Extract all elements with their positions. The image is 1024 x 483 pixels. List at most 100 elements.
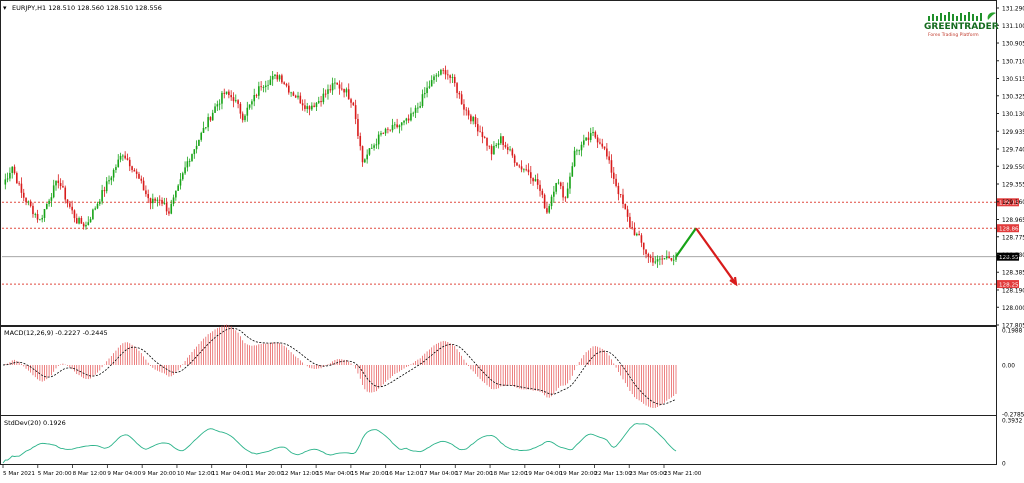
candle-body xyxy=(313,105,315,107)
price-level-tag xyxy=(997,224,1019,233)
candle-body xyxy=(223,92,226,94)
time-tick-label: 11 Mar 04:00 xyxy=(212,471,250,477)
stddev-title: StdDev(20) 0.1926 xyxy=(4,419,66,427)
candle-body xyxy=(456,83,458,93)
candle-body xyxy=(672,259,675,261)
candle-body xyxy=(264,85,267,88)
candle-body xyxy=(527,169,530,173)
main-pane-border xyxy=(0,0,997,326)
candle-body xyxy=(66,199,69,204)
candle-body xyxy=(108,180,110,182)
candle-body xyxy=(267,84,269,86)
time-tick-label: 12 Mar 12:00 xyxy=(281,471,319,477)
time-tick-label: 22 Mar 13:00 xyxy=(594,471,632,477)
candle-body xyxy=(366,154,368,160)
candle-body xyxy=(453,76,456,84)
candle-body xyxy=(659,258,661,260)
candle-body xyxy=(287,85,290,93)
candle-body xyxy=(573,150,576,167)
candle-body xyxy=(382,133,385,134)
candle-body xyxy=(200,132,203,140)
candle-body xyxy=(336,82,339,85)
stddev-pane-border xyxy=(0,415,997,465)
macd-tick-label: 0.00 xyxy=(1002,363,1015,369)
candle-body xyxy=(447,74,449,76)
candle-body xyxy=(327,89,329,94)
candle-body xyxy=(191,154,193,162)
candle-body xyxy=(391,124,394,131)
candle-body xyxy=(405,118,408,121)
time-axis: 5 Mar 2021 5 Mar 20:00 8 Mar 12:00 9 Mar 04… xyxy=(2,465,702,477)
candle-body xyxy=(451,76,454,78)
candle-body xyxy=(410,113,412,121)
candle-body xyxy=(94,208,96,210)
price-tick-label: 131.100 xyxy=(1002,24,1024,30)
candle-body xyxy=(230,95,232,98)
candle-body xyxy=(55,180,57,186)
candle-body xyxy=(377,134,380,145)
candle-body xyxy=(387,128,389,130)
price-level-tag xyxy=(997,198,1019,207)
candle-body xyxy=(101,190,103,202)
candle-body xyxy=(513,155,516,163)
candle-body xyxy=(340,88,343,90)
time-tick-label: 5 Mar 20:00 xyxy=(38,471,72,477)
candle-body xyxy=(301,103,304,106)
price-tick-label: 130.130 xyxy=(1002,112,1024,118)
candle-body xyxy=(665,256,668,259)
candle-body xyxy=(71,206,73,211)
macd-tick-label: 0.1988 xyxy=(1002,329,1023,335)
candle-body xyxy=(209,117,212,121)
candle-body xyxy=(580,144,583,151)
candle-body xyxy=(34,214,37,215)
candle-body xyxy=(43,208,46,218)
candle-body xyxy=(135,171,138,174)
price-tick-label: 129.160 xyxy=(1002,200,1024,206)
candle-body xyxy=(126,158,129,160)
stddev-tick-label: 0 xyxy=(1002,462,1006,468)
candle-body xyxy=(158,199,161,201)
candle-body xyxy=(156,199,159,201)
candle-body xyxy=(520,166,523,170)
time-tick-label: 9 Mar 04:00 xyxy=(107,471,141,477)
candle-body xyxy=(656,259,659,262)
candle-body xyxy=(276,74,279,80)
symbol-info-label: EURJPY,H1 128.510 128.560 128.510 128.55… xyxy=(12,4,162,12)
candle-body xyxy=(442,69,445,71)
candle-body xyxy=(394,124,396,126)
candle-body xyxy=(534,179,537,182)
candle-body xyxy=(345,89,348,93)
candle-body xyxy=(149,198,152,204)
time-tick-label: 15 Mar 20:00 xyxy=(351,471,389,477)
candle-body xyxy=(638,233,640,236)
candle-body xyxy=(299,95,302,104)
candle-body xyxy=(105,181,108,192)
candle-body xyxy=(110,177,113,181)
candle-body xyxy=(271,76,274,80)
candle-body xyxy=(122,155,124,157)
candle-body xyxy=(4,179,7,185)
candle-body xyxy=(587,137,590,140)
candle-body xyxy=(426,87,428,94)
candle-body xyxy=(617,185,620,195)
candle-body xyxy=(596,137,599,143)
candle-body xyxy=(559,182,562,187)
candle-body xyxy=(555,182,557,192)
candle-body xyxy=(145,190,147,195)
candle-body xyxy=(262,87,265,88)
menu-arrow-icon[interactable]: ▾ xyxy=(3,4,7,12)
candle-body xyxy=(375,144,378,146)
candle-body xyxy=(490,146,493,155)
candle-body xyxy=(440,69,442,75)
candle-body xyxy=(612,172,615,179)
time-tick-label: 17 Mar 20:00 xyxy=(455,471,493,477)
stddev-tick-label: 0.3932 xyxy=(1002,419,1023,425)
candle-body xyxy=(488,145,491,147)
candle-body xyxy=(18,183,20,185)
price-tick-label: 130.515 xyxy=(1002,77,1024,83)
candle-body xyxy=(317,101,320,103)
support-resistance-levels: 129.154 128.869 128.255 128.556 xyxy=(2,198,1023,288)
candle-body xyxy=(306,106,309,109)
macd-tick-label: -0.2785 xyxy=(1002,413,1024,419)
